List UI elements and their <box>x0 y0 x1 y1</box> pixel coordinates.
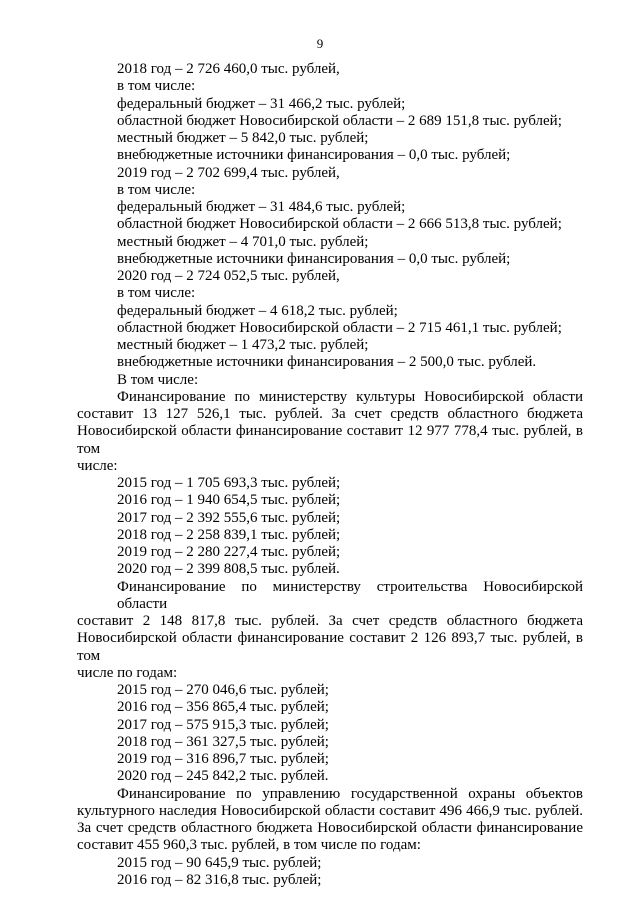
text-line: 2018 год – 2 726 460,0 тыс. рублей, <box>117 61 340 77</box>
text-line: 2019 год – 316 896,7 тыс. рублей; <box>117 751 329 767</box>
text-line: В том числе: <box>117 371 199 388</box>
text-line: 2020 год – 245 842,2 тыс. рублей. <box>117 768 329 785</box>
text-line: областной бюджет Новосибирской области –… <box>117 319 562 336</box>
text-line: федеральный бюджет – 31 466,2 тыс. рубле… <box>117 95 406 112</box>
text-line: Новосибирской области финансирование сос… <box>77 630 583 664</box>
text-line: 2015 год – 1 705 693,3 тыс. рублей; <box>117 475 341 491</box>
text-line: 2016 год – 82 316,8 тыс. рублей; <box>117 871 322 888</box>
text-line: 2016 год – 1 940 654,5 тыс. рублей; <box>117 492 341 509</box>
text-line: внебюджетные источники финансирования – … <box>117 250 511 267</box>
text-line: Финансирование по управлению государстве… <box>117 785 583 802</box>
text-line: внебюджетные источники финансирования – … <box>117 354 537 371</box>
text-line: 2019 год – 2 280 227,4 тыс. рублей; <box>117 544 341 560</box>
text-line: составит 2 148 817,8 тыс. рублей. За сче… <box>77 613 583 629</box>
text-line: областной бюджет Новосибирской области –… <box>117 112 562 129</box>
text-line: 2017 год – 575 915,3 тыс. рублей; <box>117 716 329 733</box>
text-line: местный бюджет – 4 701,0 тыс. рублей; <box>117 233 369 250</box>
page-number: 9 <box>316 36 324 51</box>
text-line: 2020 год – 2 724 052,5 тыс. рублей, <box>117 268 340 284</box>
text-line: культурного наследия Новосибирской облас… <box>77 802 583 819</box>
text-line: 2018 год – 361 327,5 тыс. рублей; <box>117 733 329 750</box>
text-line: 2017 год – 2 392 555,6 тыс. рублей; <box>117 509 341 526</box>
text-line: 2020 год – 2 399 808,5 тыс. рублей. <box>117 561 340 578</box>
text-line: в том числе: <box>117 285 196 302</box>
text-line: числе: <box>77 457 118 474</box>
text-line: местный бюджет – 1 473,2 тыс. рублей; <box>117 337 369 353</box>
text-line: числе по годам: <box>77 664 178 681</box>
text-line: Финансирование по министерству культуры … <box>117 388 583 405</box>
text-line: федеральный бюджет – 4 618,2 тыс. рублей… <box>117 302 398 319</box>
text-line: 2016 год – 356 865,4 тыс. рублей; <box>117 699 329 716</box>
text-line: 2015 год – 270 046,6 тыс. рублей; <box>117 682 329 698</box>
text-line: в том числе: <box>117 181 196 198</box>
text-line: 2019 год – 2 702 699,4 тыс. рублей, <box>117 164 340 181</box>
text-line: областной бюджет Новосибирской области –… <box>117 216 562 233</box>
text-line: в том числе: <box>117 78 196 95</box>
text-line: 2018 год – 2 258 839,1 тыс. рублей; <box>117 526 341 543</box>
text-line: составит 13 127 526,1 тыс. рублей. За сч… <box>77 406 583 422</box>
text-line: За счет средств областного бюджета Новос… <box>77 820 583 836</box>
text-line: 2015 год – 90 645,9 тыс. рублей; <box>117 854 322 871</box>
text-line: Новосибирской области финансирование сос… <box>77 423 583 457</box>
text-line: местный бюджет – 5 842,0 тыс. рублей; <box>117 130 369 146</box>
text-line: Финансирование по министерству строитель… <box>117 578 583 612</box>
text-line: составит 455 960,3 тыс. рублей, в том чи… <box>77 837 421 854</box>
document-body: 2018 год – 2 726 460,0 тыс. рублей, в том… <box>77 61 583 889</box>
text-line: внебюджетные источники финансирования – … <box>117 147 511 164</box>
text-line: федеральный бюджет – 31 484,6 тыс. рубле… <box>117 199 406 215</box>
